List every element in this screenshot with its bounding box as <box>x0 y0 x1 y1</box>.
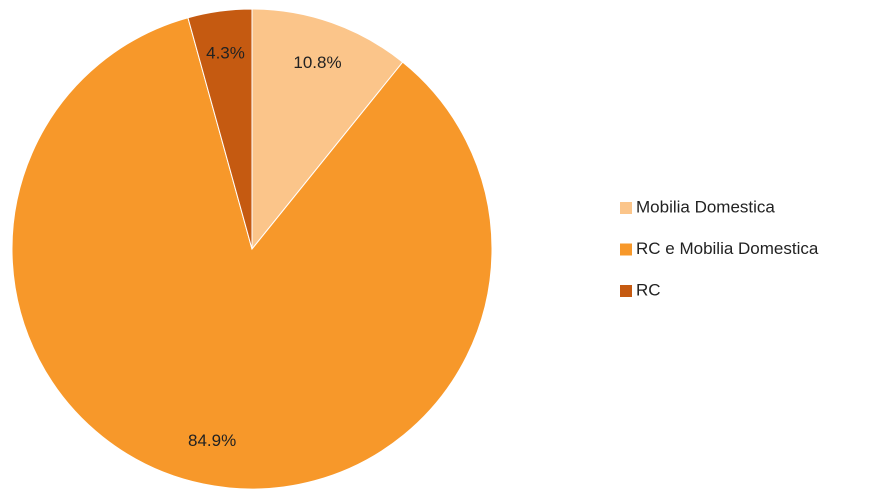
legend-swatch <box>620 243 632 256</box>
legend-swatch <box>620 285 632 297</box>
data-label: 10.8% <box>293 53 341 72</box>
pie-slice <box>11 17 493 489</box>
pie-slice <box>251 8 404 251</box>
data-label: 4.3% <box>206 43 245 62</box>
data-label: 84.9% <box>188 431 236 450</box>
legend-swatch <box>620 202 632 214</box>
legend-label: RC e Mobilia Domestica <box>636 239 819 258</box>
legend-label: Mobilia Domestica <box>636 197 775 216</box>
pie-slice <box>187 8 253 250</box>
legend-label: RC <box>636 280 661 299</box>
